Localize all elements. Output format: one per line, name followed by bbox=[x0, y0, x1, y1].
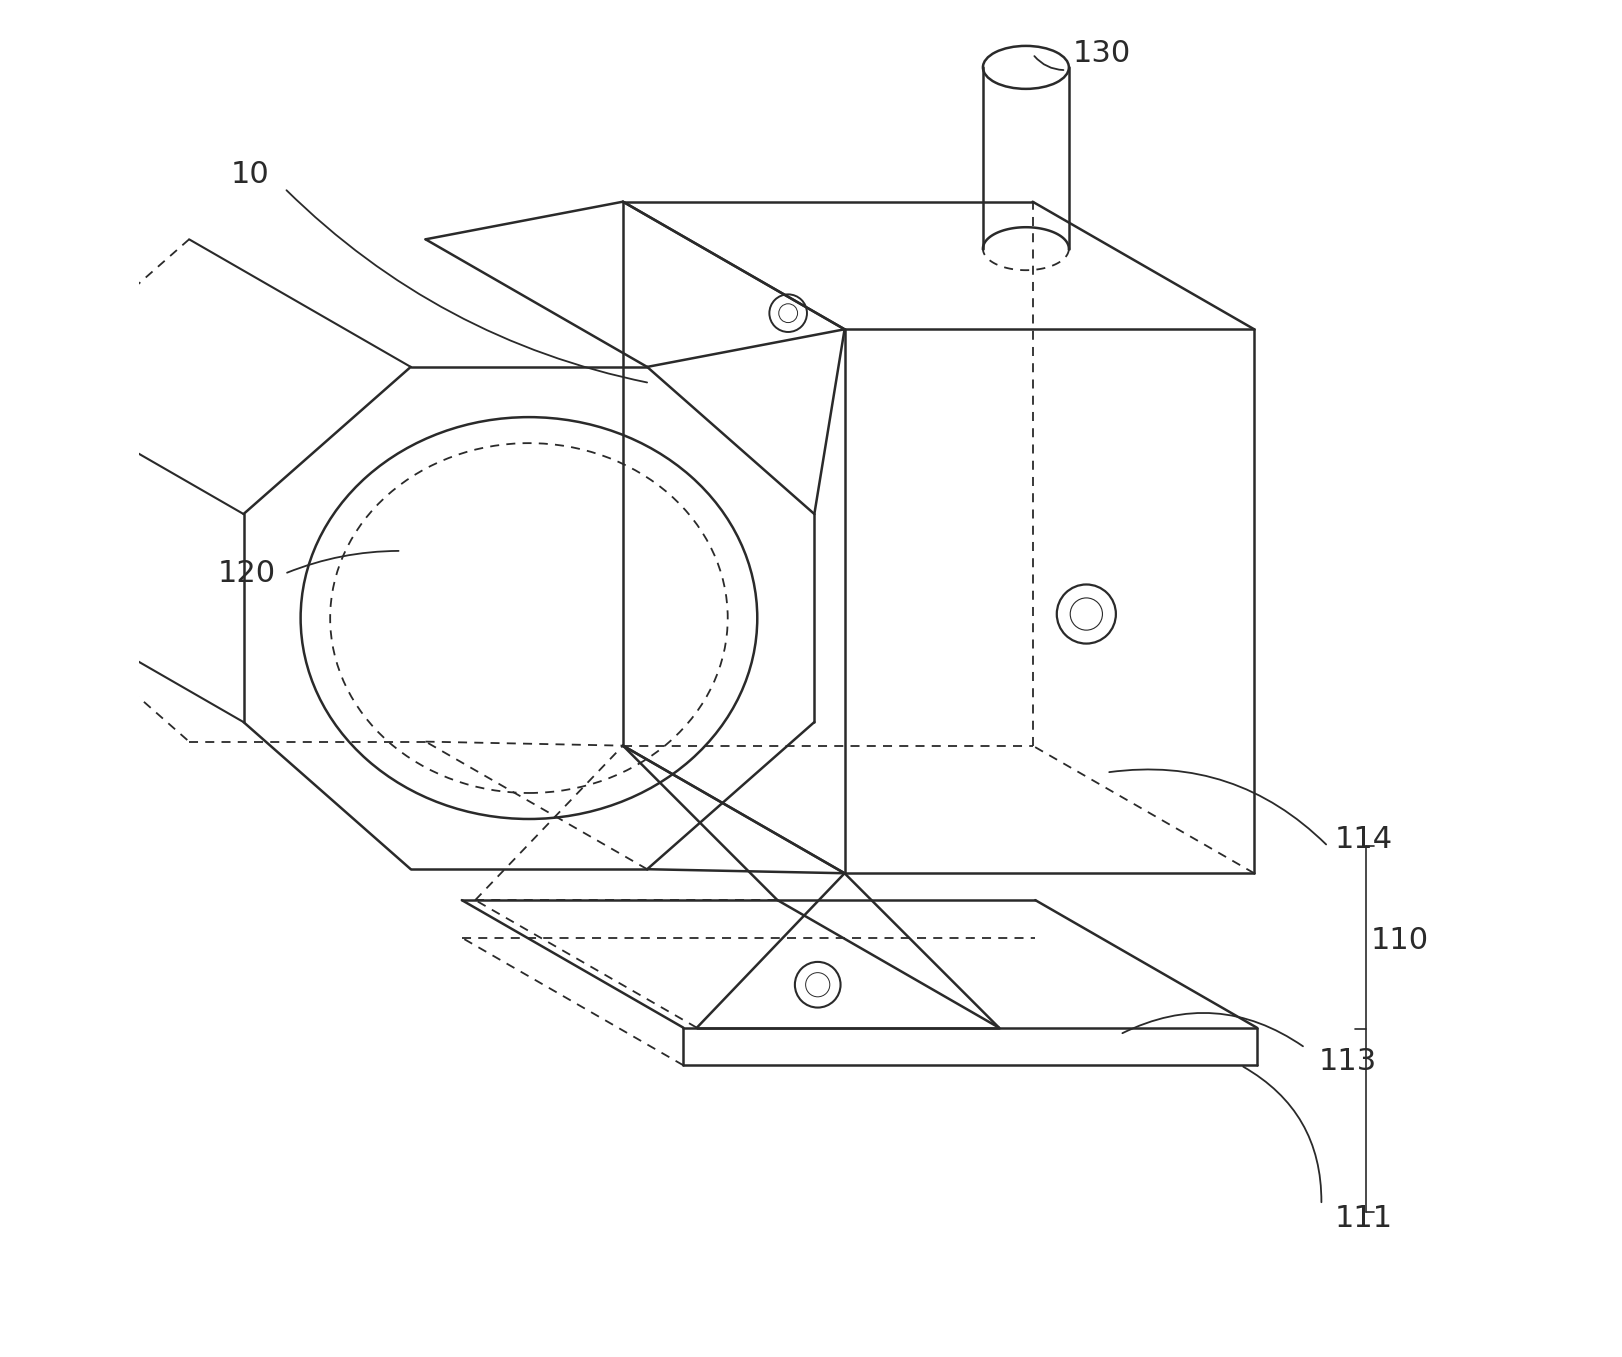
Text: 10: 10 bbox=[230, 160, 269, 190]
Text: 111: 111 bbox=[1335, 1204, 1393, 1234]
Text: 113: 113 bbox=[1319, 1046, 1377, 1076]
Text: 130: 130 bbox=[1072, 39, 1131, 68]
Text: 114: 114 bbox=[1335, 825, 1393, 854]
Text: 120: 120 bbox=[217, 559, 276, 588]
Text: 110: 110 bbox=[1371, 925, 1429, 955]
